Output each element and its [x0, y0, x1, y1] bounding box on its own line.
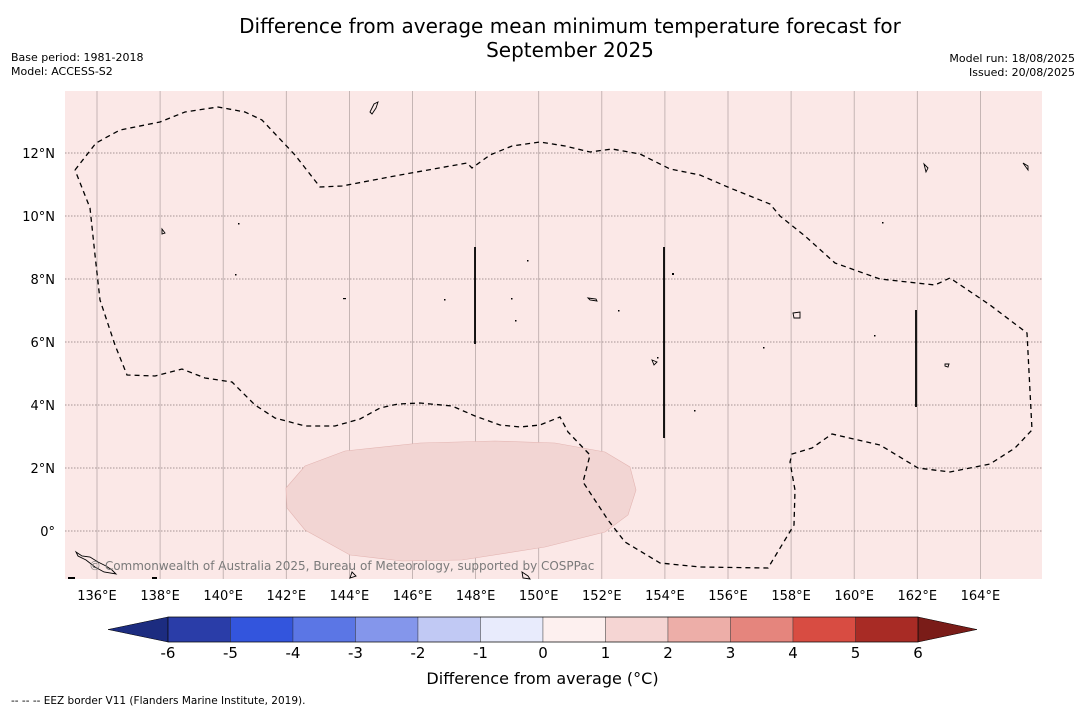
island	[651, 359, 658, 366]
island	[511, 298, 513, 300]
colorbar-swatch	[792, 616, 856, 643]
meta-left: Base period: 1981-2018 Model: ACCESS-S2	[11, 51, 143, 79]
x-tick-label: 136°E	[77, 589, 117, 604]
eez-border	[74, 106, 1033, 569]
y-axis-ticks: 12°N 10°N 8°N 6°N 4°N 2°N 0°	[22, 147, 55, 540]
anomaly-patch-1-2	[285, 440, 637, 562]
island	[694, 410, 696, 412]
vertical-bars	[474, 247, 917, 438]
colorbar-tick-label: -2	[411, 644, 426, 662]
island	[521, 571, 531, 580]
colorbar-high-extend	[917, 616, 978, 643]
island	[874, 335, 876, 337]
x-tick-label: 156°E	[708, 589, 748, 604]
model-name: Model: ACCESS-S2	[11, 65, 113, 78]
x-tick-label: 150°E	[519, 589, 559, 604]
island-dots	[68, 222, 884, 579]
colorbar-frame	[167, 616, 919, 643]
island	[586, 297, 598, 302]
colorbar-low-extend	[107, 616, 169, 643]
colorbar-tick-label: -5	[223, 644, 238, 662]
island	[923, 162, 929, 174]
island	[238, 223, 240, 225]
colorbar-tick-label: 6	[913, 644, 923, 662]
title-line-2: September 2025	[486, 38, 654, 62]
x-tick-label: 158°E	[771, 589, 811, 604]
y-tick-label: 12°N	[22, 147, 55, 162]
x-tick-label: 146°E	[393, 589, 433, 604]
island	[369, 101, 379, 115]
island	[444, 299, 446, 301]
colorbar-label: Difference from average (°C)	[426, 669, 659, 688]
colorbar-tick-label: 2	[663, 644, 673, 662]
copyright-notice: © Commonwealth of Australia 2025, Bureau…	[89, 559, 594, 573]
colorbar-tick-label: 4	[788, 644, 798, 662]
colorbar-tick-label: 3	[726, 644, 736, 662]
colorbar-tick-label: 5	[851, 644, 861, 662]
colorbar-tick-label: -3	[348, 644, 363, 662]
island	[152, 577, 157, 579]
colorbar-tick-label: 1	[601, 644, 611, 662]
colorbar-tick-label: -6	[161, 644, 176, 662]
island	[68, 577, 75, 579]
colorbar-swatch	[855, 616, 919, 643]
y-tick-label: 0°	[40, 525, 55, 540]
y-tick-label: 8°N	[31, 273, 56, 288]
colorbar-swatch	[667, 616, 731, 643]
colorbar-swatch	[417, 616, 481, 643]
island	[944, 363, 950, 368]
island	[515, 320, 517, 322]
colorbar-swatch	[355, 616, 419, 643]
x-tick-label: 152°E	[582, 589, 622, 604]
island	[1022, 162, 1029, 172]
colorbar-swatch	[480, 616, 544, 643]
colorbar-swatch	[605, 616, 669, 643]
colorbar-tick-label: 0	[538, 644, 548, 662]
colorbar-tick-label: -4	[286, 644, 301, 662]
island	[672, 273, 674, 275]
footnote: -- -- -- EEZ border V11 (Flanders Marine…	[11, 695, 306, 707]
chart-title: Difference from average mean minimum tem…	[0, 14, 1085, 62]
y-tick-label: 6°N	[31, 336, 56, 351]
colorbar-swatch	[167, 616, 231, 643]
y-tick-label: 4°N	[31, 399, 56, 414]
colorbar: -6 -5 -4 -3 -2 -1 0 1 2 3 4 5 6	[107, 616, 978, 662]
island	[792, 311, 801, 319]
y-tick-label: 2°N	[31, 462, 56, 477]
colorbar-swatch	[730, 616, 794, 643]
x-tick-label: 148°E	[456, 589, 496, 604]
x-tick-label: 138°E	[140, 589, 180, 604]
island	[763, 347, 765, 349]
colorbar-tick-label: -1	[473, 644, 488, 662]
island	[343, 298, 346, 300]
x-axis-ticks: 136°E 138°E 140°E 142°E 144°E 146°E 148°E 150°E…	[77, 589, 1000, 604]
x-tick-label: 142°E	[267, 589, 307, 604]
island	[161, 227, 166, 235]
x-tick-label: 154°E	[645, 589, 685, 604]
model-run: Model run: 18/08/2025	[949, 52, 1075, 65]
island	[618, 310, 620, 312]
island	[657, 357, 659, 359]
x-tick-label: 160°E	[834, 589, 874, 604]
island	[527, 260, 529, 262]
issued-date: Issued: 20/08/2025	[968, 66, 1075, 79]
island	[235, 274, 237, 276]
island	[74, 550, 118, 575]
island	[882, 222, 884, 224]
x-tick-label: 164°E	[961, 589, 1001, 604]
islands	[74, 101, 1029, 580]
colorbar-swatch	[230, 616, 294, 643]
x-tick-label: 144°E	[330, 589, 370, 604]
colorbar-swatch	[292, 616, 356, 643]
colorbar-swatch	[542, 616, 606, 643]
base-period: Base period: 1981-2018	[11, 51, 144, 64]
meta-right: Model run: 18/08/2025 Issued: 20/08/2025	[949, 52, 1075, 80]
island	[349, 571, 357, 579]
title-line-1: Difference from average mean minimum tem…	[239, 14, 901, 38]
y-tick-label: 10°N	[22, 210, 55, 225]
x-tick-label: 140°E	[203, 589, 243, 604]
x-tick-label: 162°E	[898, 589, 938, 604]
